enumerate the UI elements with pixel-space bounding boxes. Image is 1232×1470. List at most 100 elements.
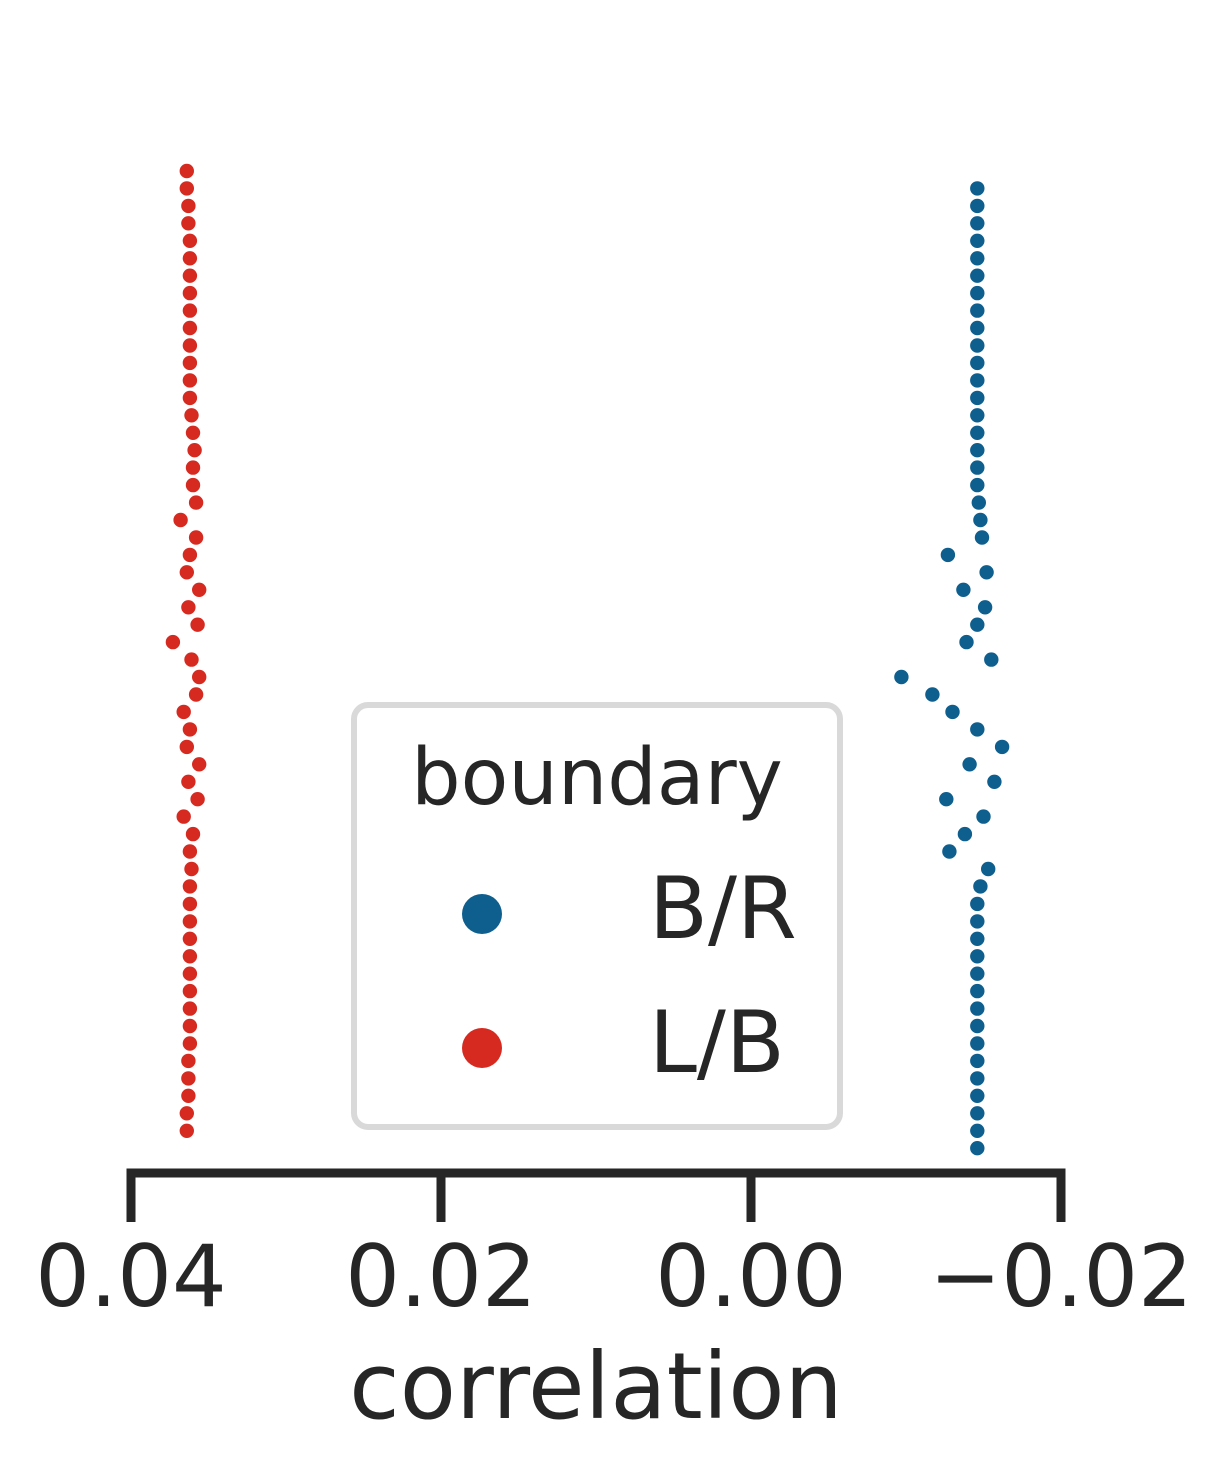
data-point [188, 529, 205, 546]
data-point [181, 913, 198, 930]
data-point [181, 878, 198, 895]
data-point [181, 232, 198, 249]
legend-item: L/B [462, 993, 785, 1093]
data-point [969, 913, 986, 930]
data-point [939, 546, 956, 563]
data-point [956, 826, 973, 843]
data-point [977, 599, 994, 616]
data-point [969, 197, 986, 214]
data-point [178, 564, 195, 581]
legend: boundary B/R L/B [351, 702, 843, 1130]
data-point [972, 512, 989, 529]
data-point [969, 1105, 986, 1122]
data-point [180, 773, 197, 790]
data-point [181, 1035, 198, 1052]
data-point [181, 267, 198, 284]
data-point [181, 895, 198, 912]
data-point [180, 197, 197, 214]
data-point [969, 1052, 986, 1069]
data-point [183, 651, 200, 668]
data-point [941, 843, 958, 860]
data-point [969, 442, 986, 459]
data-point [980, 861, 997, 878]
x-tick-label: 0.04 [35, 1227, 226, 1327]
data-point [181, 372, 198, 389]
legend-marker-br [462, 894, 502, 934]
data-point [164, 634, 181, 651]
data-point [181, 843, 198, 860]
data-point [178, 1105, 195, 1122]
x-tick-label: 0.02 [345, 1227, 536, 1327]
data-point [180, 1087, 197, 1104]
data-point [969, 930, 986, 947]
data-point [184, 459, 201, 476]
data-point [191, 669, 208, 686]
data-point [191, 756, 208, 773]
data-point [969, 1140, 986, 1157]
legend-marker-lb [462, 1028, 502, 1068]
data-point [893, 669, 910, 686]
data-point [969, 232, 986, 249]
data-point [975, 808, 992, 825]
data-point [186, 442, 203, 459]
data-point [969, 319, 986, 336]
data-point [181, 948, 198, 965]
data-point [969, 302, 986, 319]
data-point [188, 494, 205, 511]
data-point [969, 354, 986, 371]
data-point [983, 651, 1000, 668]
x-axis-title: correlation [349, 1333, 843, 1440]
data-point [181, 965, 198, 982]
data-point [181, 389, 198, 406]
x-tick-label: 0.00 [655, 1227, 846, 1327]
data-point [969, 1087, 986, 1104]
data-point [178, 738, 195, 755]
data-point [181, 983, 198, 1000]
data-point [183, 407, 200, 424]
data-point [955, 581, 972, 598]
data-point [188, 686, 205, 703]
x-axis-ticks: 0.04 0.02 0.00 −0.02 [35, 1173, 1193, 1327]
data-point [969, 1122, 986, 1139]
data-point [969, 895, 986, 912]
legend-frame [351, 702, 843, 1130]
data-point [974, 529, 991, 546]
data-point [184, 477, 201, 494]
data-point [969, 180, 986, 197]
data-point [184, 826, 201, 843]
data-point [178, 180, 195, 197]
data-point [969, 407, 986, 424]
data-point [969, 1035, 986, 1052]
data-point [924, 686, 941, 703]
data-point [994, 738, 1011, 755]
data-point [969, 424, 986, 441]
data-point [181, 1000, 198, 1017]
legend-label-br: B/R [649, 859, 797, 959]
data-point [938, 791, 955, 808]
data-point [181, 285, 198, 302]
data-point [184, 424, 201, 441]
data-point [969, 459, 986, 476]
data-points [164, 162, 1011, 1157]
data-point [969, 1018, 986, 1035]
data-point [969, 616, 986, 633]
data-point [181, 354, 198, 371]
data-point [972, 878, 989, 895]
data-point [969, 965, 986, 982]
legend-item: B/R [462, 859, 797, 959]
data-point [969, 1000, 986, 1017]
series-lb [164, 162, 208, 1139]
data-point [172, 512, 189, 529]
data-point [969, 1070, 986, 1087]
data-point [181, 250, 198, 267]
data-point [978, 564, 995, 581]
data-point [969, 267, 986, 284]
data-point [969, 372, 986, 389]
data-point [181, 1018, 198, 1035]
data-point [944, 703, 961, 720]
data-point [969, 285, 986, 302]
data-point [961, 756, 978, 773]
data-point [180, 1070, 197, 1087]
data-point [178, 162, 195, 179]
